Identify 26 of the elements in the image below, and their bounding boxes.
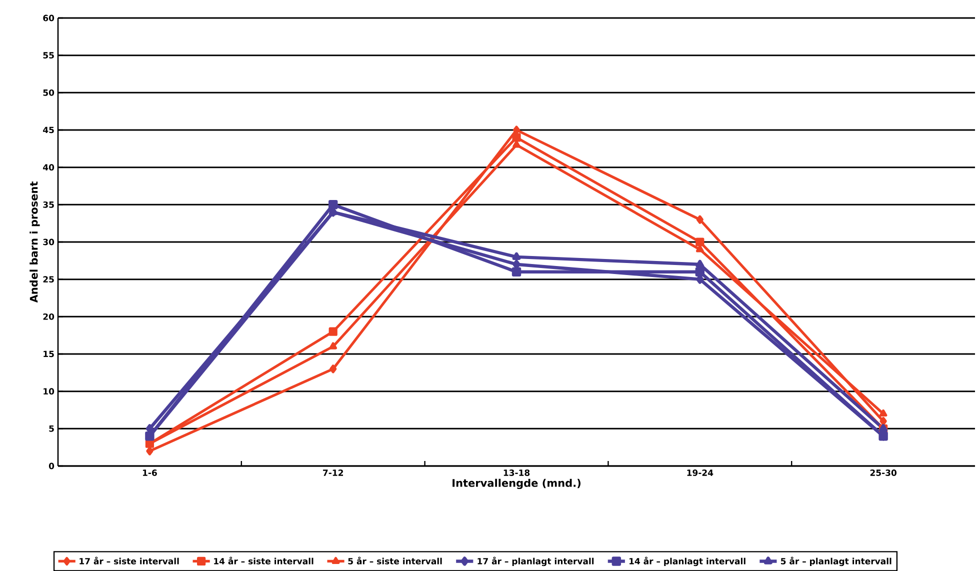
y-tick-label: 55 xyxy=(43,52,54,58)
y-tick-label: 5 xyxy=(49,425,54,432)
x-axis-title: Intervallengde (mnd.) xyxy=(452,478,580,489)
y-tick-label: 25 xyxy=(43,276,54,282)
y-tick-label: 15 xyxy=(44,350,54,357)
y-tick-label: 30 xyxy=(43,238,54,246)
legend-label: 14 år – siste intervall xyxy=(214,556,314,564)
y-tick-label: 35 xyxy=(43,201,54,208)
x-tick-label: 19-24 xyxy=(687,469,714,476)
x-tick-label: 13-18 xyxy=(504,469,530,476)
y-tick-label: 40 xyxy=(43,164,54,170)
y-tick-label: 50 xyxy=(43,89,54,96)
legend-label: 17 år – siste intervall xyxy=(80,556,179,564)
y-tick-label: 0 xyxy=(48,462,54,470)
y-tick-label: 10 xyxy=(44,388,54,394)
y-tick-label: 45 xyxy=(43,126,54,133)
y-axis-title: Andel barn i prosent xyxy=(30,181,40,302)
y-tick-label: 60 xyxy=(43,14,54,22)
x-tick-label: 1-6 xyxy=(142,469,157,476)
legend-label: 5 år – planlagt intervall xyxy=(780,556,892,566)
x-tick-label: 7-12 xyxy=(323,469,344,476)
legend-label: 5 år – siste intervall xyxy=(348,556,442,564)
y-tick-label: 20 xyxy=(43,313,54,320)
x-tick-label: 25-30 xyxy=(870,469,896,476)
legend-label: 14 år – planlagt intervall xyxy=(630,556,746,566)
legend-label: 17 år – planlagt intervall xyxy=(478,556,594,566)
